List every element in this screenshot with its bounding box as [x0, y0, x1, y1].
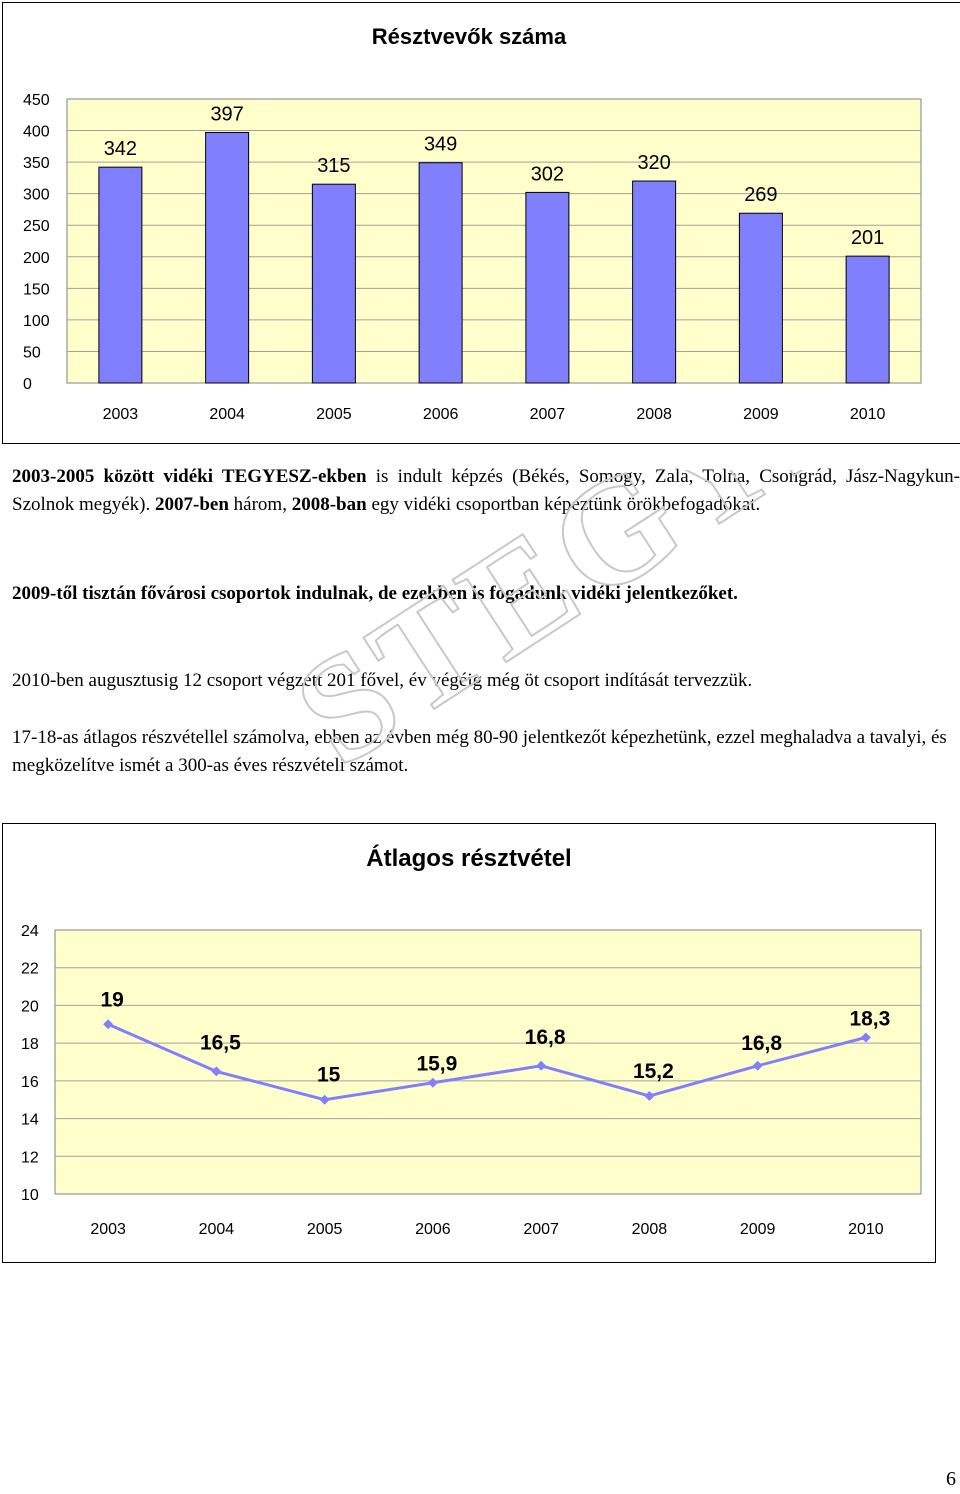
chart-title: Résztvevők száma	[372, 24, 567, 49]
data-point	[427, 1077, 438, 1088]
x-tick-label: 2004	[209, 406, 245, 423]
bold-phrase: 2008-ban	[291, 494, 367, 515]
paragraph-capital-groups: 2009-től tisztán fővárosi csoportok indu…	[12, 580, 960, 608]
text-span: három,	[228, 494, 292, 515]
plot-area	[66, 98, 922, 384]
data-point	[211, 1066, 222, 1077]
chart-title: Átlagos résztvétel	[366, 844, 571, 872]
bar-value-label: 342	[104, 138, 137, 160]
bar	[845, 255, 890, 384]
x-tick-label: 2009	[743, 406, 779, 423]
x-tick-label: 2005	[307, 1221, 343, 1238]
paragraph-2010-plan: 2010-ben augusztusig 12 csoport végzett …	[12, 667, 960, 695]
x-tick-label: 2007	[523, 1221, 559, 1238]
average-attendance-line-chart: Átlagos résztvétel 10 12 14 16 18 20 22 24 19 200…	[2, 823, 936, 1263]
point-value-label: 16,8	[741, 1032, 782, 1055]
x-tick-label: 2010	[848, 1221, 884, 1238]
y-tick-label: 24	[21, 923, 39, 940]
series-line	[107, 1022, 867, 1102]
point-value-label: 15	[317, 1064, 341, 1087]
y-tick-label: 0	[23, 376, 32, 393]
bar-value-label: 269	[744, 184, 777, 206]
point-value-label: 15,2	[633, 1060, 674, 1083]
y-tick-label: 300	[23, 187, 50, 204]
point-value-label: 16,5	[200, 1031, 241, 1054]
data-point	[319, 1094, 330, 1105]
y-tick-label: 250	[23, 218, 50, 235]
data-point	[860, 1032, 871, 1043]
bar	[418, 162, 463, 384]
y-tick-label: 14	[21, 1112, 39, 1129]
y-tick-label: 20	[21, 998, 39, 1015]
y-tick-label: 400	[23, 124, 50, 141]
text-span: is indult képzés (Békés, Somogy, Zala, T…	[12, 466, 960, 515]
x-tick-label: 2003	[103, 406, 139, 423]
bar	[98, 166, 143, 384]
paragraph-forecast: 17-18-as átlagos részvétellel számolva, …	[12, 724, 960, 780]
bar-value-label: 302	[531, 163, 564, 185]
y-tick-label: 12	[21, 1149, 39, 1166]
y-tick-label: 150	[23, 281, 50, 298]
bar	[311, 183, 356, 384]
x-tick-label: 2008	[632, 1221, 668, 1238]
x-tick-label: 2006	[423, 406, 459, 423]
data-point	[536, 1060, 547, 1071]
bold-phrase: 2007-ben	[155, 494, 229, 515]
x-tick-label: 2009	[740, 1221, 776, 1238]
x-tick-label: 2008	[636, 406, 672, 423]
bar-value-label: 201	[851, 227, 884, 249]
bar	[632, 180, 677, 384]
x-tick-label: 2006	[415, 1221, 451, 1238]
y-tick-label: 350	[23, 155, 50, 172]
y-tick-label: 16	[21, 1074, 39, 1091]
participants-bar-chart: Résztvevők száma 0 50 100 150 200 250 300 350 40…	[2, 2, 960, 444]
bar-value-label: 349	[424, 134, 457, 156]
x-tick-label: 2007	[530, 406, 566, 423]
page-number: 6	[946, 1468, 956, 1490]
bold-phrase: 2003-2005 között vidéki TEGYESZ-ekben	[12, 466, 367, 487]
x-tick-label: 2004	[199, 1221, 235, 1238]
paragraph-text: 17-18-as átlagos részvétellel számolva, …	[12, 727, 947, 776]
bold-paragraph: 2009-től tisztán fővárosi csoportok indu…	[12, 583, 738, 604]
y-tick-label: 10	[21, 1187, 39, 1204]
bar-value-label: 315	[317, 155, 350, 177]
paragraph-text: 2010-ben augusztusig 12 csoport végzett …	[12, 670, 753, 691]
data-point	[752, 1060, 763, 1071]
text-span: egy vidéki csoportban képeztünk örökbefo…	[366, 494, 761, 515]
point-value-label: 16,8	[525, 1026, 566, 1049]
x-tick-label: 2003	[90, 1221, 126, 1238]
bar-value-label: 397	[210, 103, 243, 125]
y-tick-label: 50	[23, 344, 41, 361]
bar	[205, 131, 250, 384]
point-value-label: 15,9	[416, 1053, 457, 1076]
participants-bar-chart-svg: Résztvevők száma 0 50 100 150 200 250 300 350 40…	[23, 24, 922, 423]
point-value-label: 19	[100, 988, 123, 1011]
y-tick-label: 100	[23, 313, 50, 330]
x-tick-label: 2010	[850, 406, 886, 423]
x-tick-label: 2005	[316, 406, 352, 423]
y-tick-label: 450	[23, 92, 50, 109]
bar	[738, 212, 783, 384]
data-point	[644, 1090, 655, 1101]
bar-value-label: 320	[637, 152, 670, 174]
y-tick-label: 200	[23, 250, 50, 267]
point-value-label: 18,3	[849, 1007, 890, 1030]
bar	[525, 191, 570, 384]
plot-area	[54, 929, 922, 1195]
paragraph-regional-training: 2003-2005 között vidéki TEGYESZ-ekben is…	[12, 463, 960, 519]
y-tick-label: 18	[21, 1036, 39, 1053]
y-tick-label: 22	[21, 961, 39, 978]
average-attendance-line-chart-svg: Átlagos résztvétel 10 12 14 16 18 20 22 24 19 200…	[21, 844, 922, 1238]
